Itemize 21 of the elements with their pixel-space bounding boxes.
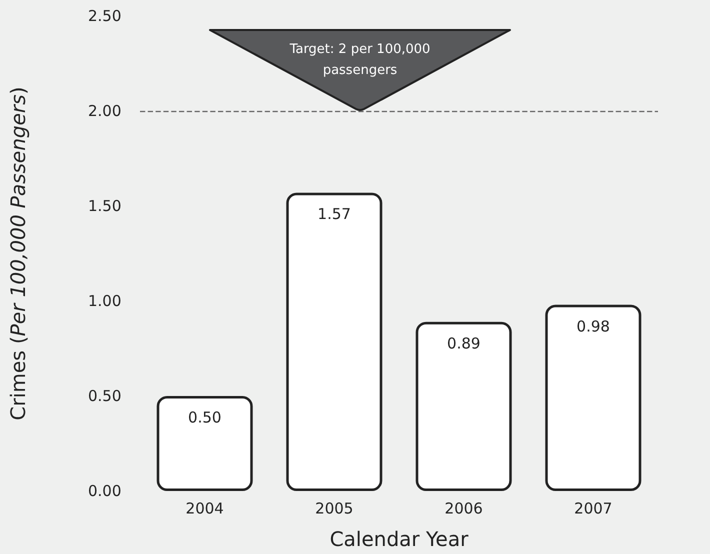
x-axis-title: Calendar Year: [330, 527, 470, 551]
x-tick-label: 2004: [186, 500, 224, 518]
bar: [545, 304, 642, 491]
y-tick-label: 0.50: [88, 387, 122, 405]
bar: [416, 322, 512, 491]
data-label: 0.98: [576, 317, 610, 336]
x-tick-label: 2005: [315, 500, 354, 518]
y-tick-label: 1.50: [88, 197, 122, 215]
data-label: 1.57: [318, 205, 351, 224]
y-tick-label: 2.50: [88, 7, 122, 25]
data-label: 0.50: [188, 408, 222, 426]
y-tick-label: 2.00: [88, 102, 122, 120]
y-axis-title: Crimes (Per 100,000 Passengers): [6, 86, 30, 420]
y-tick-label: 1.00: [88, 292, 122, 310]
y-tick-label: 0.00: [88, 482, 122, 500]
bar: [156, 396, 253, 491]
data-label: 0.89: [447, 334, 480, 352]
x-tick-label: 2007: [574, 500, 612, 518]
x-tick-label: 2006: [444, 500, 483, 518]
bar: [286, 192, 382, 491]
ref-line-label: Target: 2 per 100,000 passengers: [288, 41, 432, 80]
